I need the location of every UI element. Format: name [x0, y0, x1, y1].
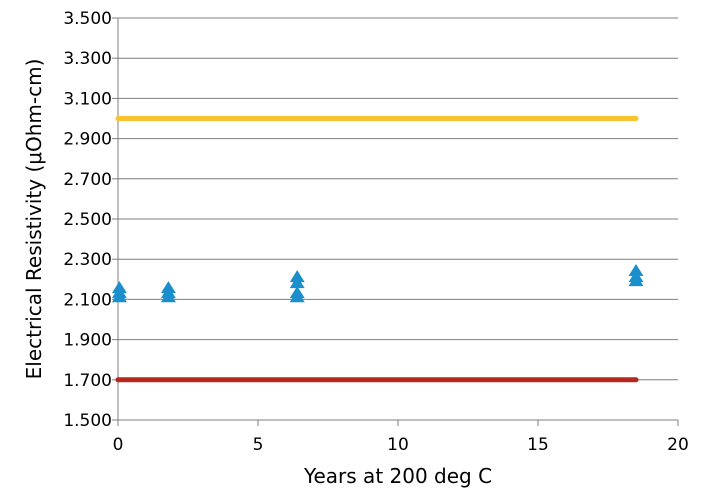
- data-point-triangle: [628, 264, 644, 277]
- x-tick-label: 10: [387, 435, 409, 455]
- y-tick-label: 2.100: [63, 290, 112, 310]
- y-tick-label: 1.700: [63, 371, 112, 391]
- x-tick-label: 20: [667, 435, 689, 455]
- x-axis-title: Years at 200 deg C: [303, 464, 492, 488]
- data-point-triangle: [289, 276, 305, 289]
- y-tick-label: 3.300: [63, 49, 112, 69]
- y-tick-label: 2.500: [63, 210, 112, 230]
- y-tick-label: 2.900: [63, 130, 112, 150]
- y-tick-label: 2.700: [63, 170, 112, 190]
- x-tick-label: 5: [253, 435, 264, 455]
- data-point-triangle: [289, 286, 305, 299]
- reference-lines: [115, 116, 639, 383]
- tick-labels: 1.500 1.700 1.900 2.100 2.300 2.500 2.700 2.900…: [63, 9, 688, 455]
- x-tick-label: 0: [113, 435, 124, 455]
- data-point-triangle: [111, 281, 127, 294]
- axes: [112, 17, 679, 426]
- y-axis-title: Electrical Resistivity (μOhm-cm): [22, 59, 46, 380]
- y-tick-label: 1.900: [63, 331, 112, 351]
- grid-lines: [118, 17, 678, 381]
- data-point-triangle: [628, 270, 644, 283]
- data-point-triangle: [160, 281, 176, 294]
- y-tick-label: 3.100: [63, 89, 112, 109]
- data-points: [111, 264, 644, 303]
- y-tick-label: 1.500: [63, 411, 112, 431]
- y-tick-label: 2.300: [63, 250, 112, 270]
- y-tick-label: 3.500: [63, 9, 112, 29]
- data-point-triangle: [289, 270, 305, 283]
- x-tick-label: 15: [527, 435, 549, 455]
